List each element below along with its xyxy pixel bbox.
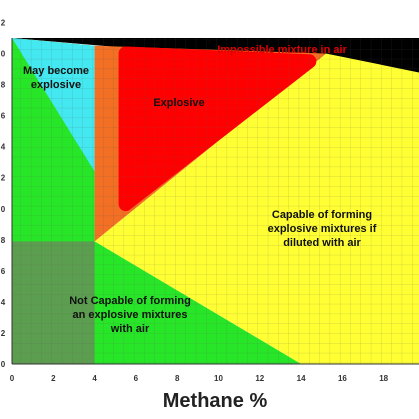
y-tick-label: 8 [1, 81, 6, 90]
grid [12, 38, 419, 364]
region-label-not-capable: Not Capable of forming an explosive mixtu… [69, 295, 191, 335]
y-tick-label: 0 [1, 50, 6, 59]
x-axis-label: Methane % [163, 390, 268, 412]
x-tick-label: 16 [338, 374, 347, 383]
y-tick-label: 4 [1, 143, 6, 152]
region-label-explosive: Explosive [153, 97, 204, 109]
x-tick-label: 14 [297, 374, 306, 383]
region-label-capable-if-diluted: Capable of forming explosive mixtures if d… [268, 209, 377, 249]
region-label-impossible: Impossible mixture in air [217, 44, 347, 56]
x-tick-label: 6 [134, 374, 139, 383]
y-tick-label: 8 [1, 236, 6, 245]
x-tick-label: 0 [10, 374, 15, 383]
y-tick-label: 2 [1, 18, 6, 27]
x-tick-label: 18 [379, 374, 388, 383]
y-tick-label: 0 [1, 205, 6, 214]
y-tick-label: 6 [1, 112, 6, 121]
y-tick-label: 2 [1, 174, 6, 183]
y-tick-label: 0 [1, 360, 6, 369]
y-tick-label: 2 [1, 329, 6, 338]
region-label-may-become-explosive: May become explosive [23, 65, 89, 91]
x-tick-label: 10 [214, 374, 223, 383]
x-tick-label: 4 [92, 374, 97, 383]
x-tick-label: 2 [51, 374, 56, 383]
y-tick-label: 6 [1, 267, 6, 276]
y-tick-label: 4 [1, 298, 6, 307]
x-tick-label: 12 [255, 374, 264, 383]
x-tick-label: 8 [175, 374, 180, 383]
